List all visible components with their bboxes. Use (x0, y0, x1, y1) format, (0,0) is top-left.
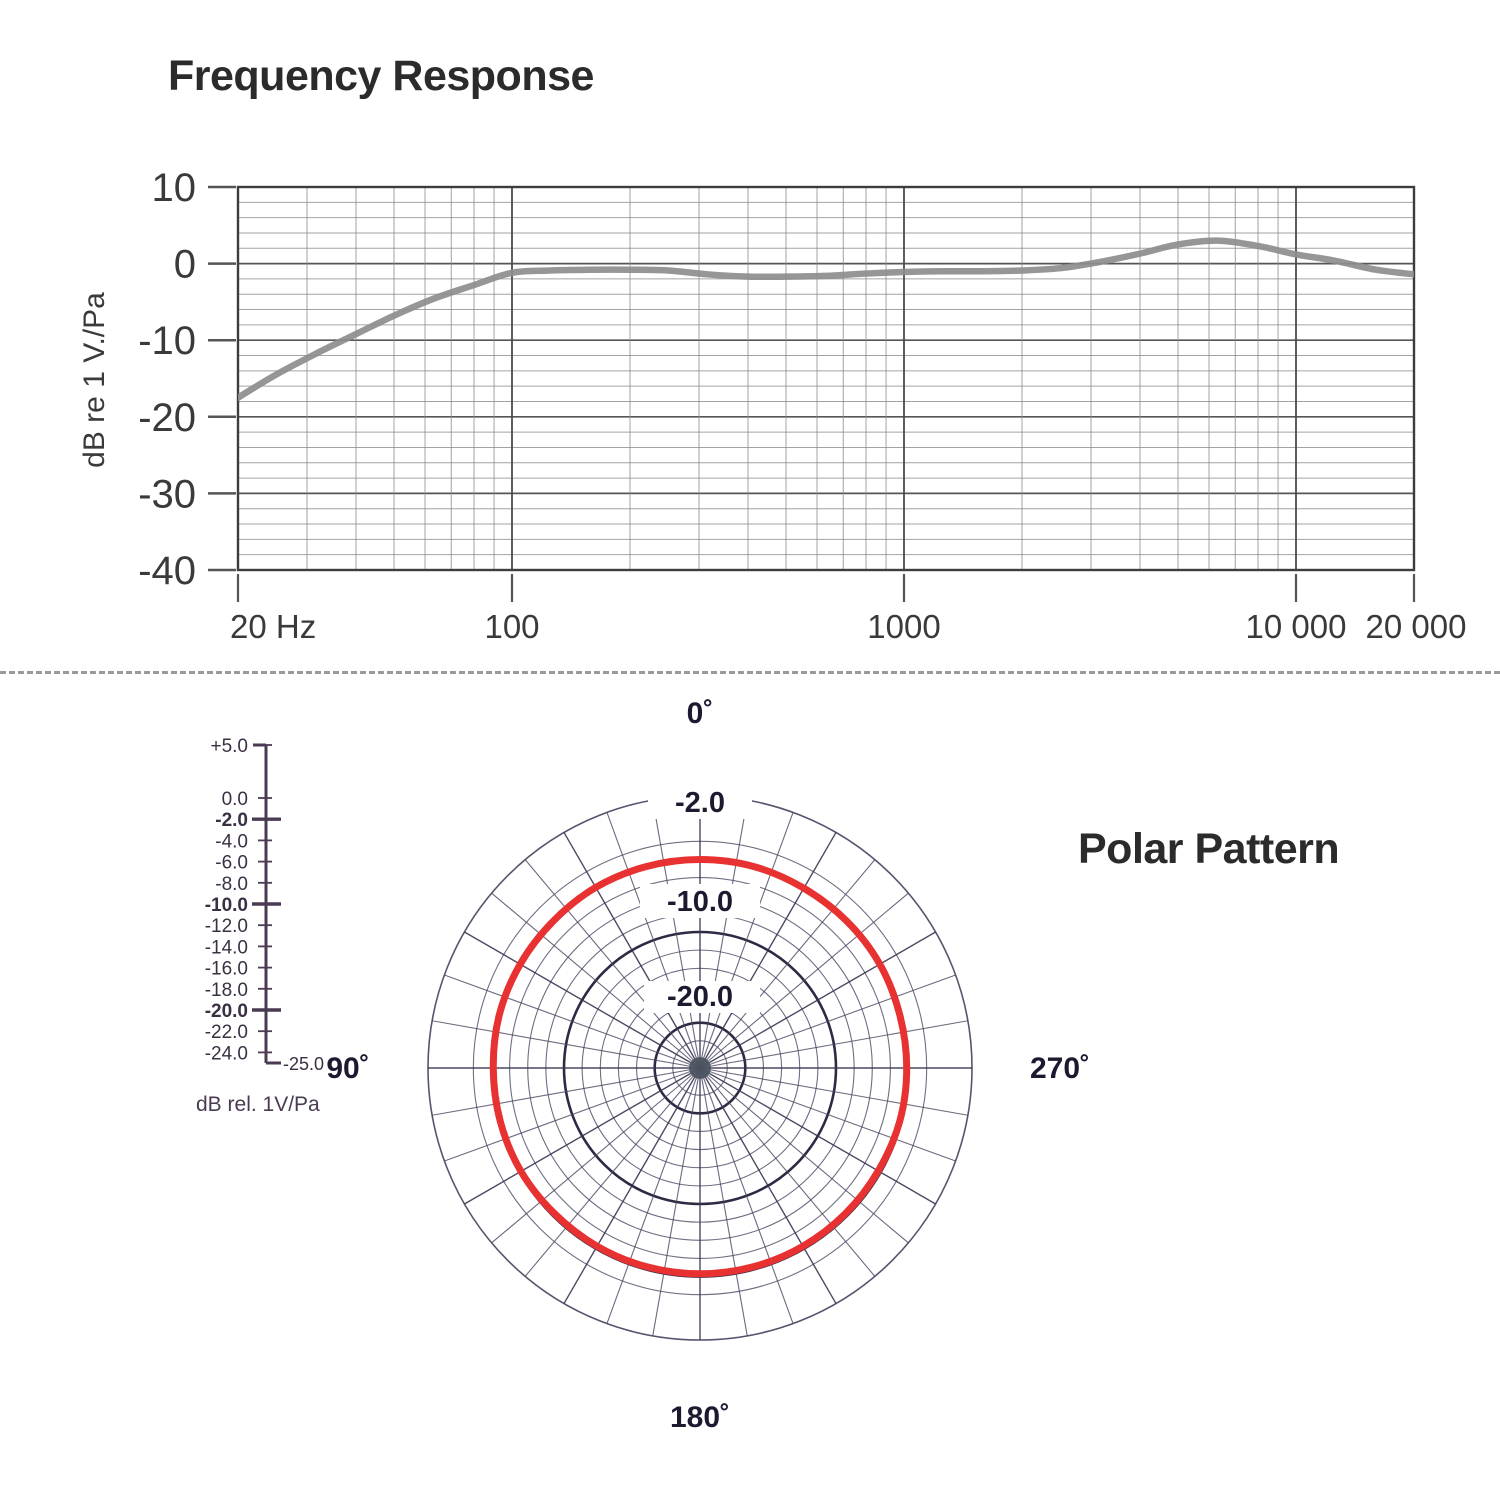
polar-scale-tick-label: -24.0 (205, 1043, 248, 1064)
polar-scale-tick-label: -2.0 (215, 810, 248, 831)
polar-scale-end-label: -25.0 (283, 1054, 324, 1074)
polar-pattern-chart: +5.00.0-2.0-4.0-6.0-8.0-10.0-12.0-14.0-1… (205, 697, 1090, 1434)
ring-label-bg-1 (648, 785, 752, 819)
polar-scale-unit-label: dB rel. 1V/Pa (196, 1093, 320, 1116)
polar-scale-tick-label: 0.0 (222, 789, 248, 810)
polar-angle-label-90: 90˚ (326, 1052, 369, 1085)
polar-db-scale: +5.00.0-2.0-4.0-6.0-8.0-10.0-12.0-14.0-1… (205, 736, 324, 1074)
freq-x-tick-label: 100 (484, 608, 539, 645)
freq-y-tick-label: -10 (138, 319, 196, 363)
polar-response-curve (489, 855, 911, 1278)
freq-x-tick-label: 1000 (867, 608, 940, 645)
freq-x-tick-label: 10 000 (1246, 608, 1347, 645)
polar-scale-tick-label: +5.0 (210, 736, 248, 757)
frequency-response-chart: 100-10-20-30-40 20 Hz 100 1000 10 000 20 000… (78, 166, 1466, 645)
freq-horizontal-minor-gridlines (238, 201, 1414, 556)
polar-angle-label-180: 180˚ (670, 1401, 730, 1434)
ring-label-bg-3 (644, 981, 760, 1013)
frequency-response-title: Frequency Response (168, 52, 594, 100)
polar-scale-tick-label: -10.0 (205, 895, 248, 916)
polar-center-hub (689, 1057, 711, 1079)
freq-y-tick-labels: 10 0 -10 -20 -30 -40 (138, 166, 196, 593)
polar-scale-tick-label: -16.0 (205, 959, 248, 980)
polar-scale-tick-label: -14.0 (205, 937, 248, 958)
freq-x-tick-marks (236, 574, 1416, 602)
polar-scale-tick-label: -4.0 (215, 831, 248, 852)
freq-x-tick-label: 20 000 (1366, 608, 1467, 645)
polar-angle-label-0: 0˚ (687, 697, 714, 730)
polar-angle-labels: 0˚ 90˚ 270˚ 180˚ (326, 697, 1090, 1434)
ring-label-bg-2 (640, 884, 760, 918)
freq-y-tick-marks (208, 185, 236, 572)
freq-x-tick-labels: 20 Hz 100 1000 10 000 20 000 (230, 608, 1466, 645)
freq-plot-background (238, 187, 1414, 570)
panel-divider (0, 671, 1500, 674)
polar-angle-label-270: 270˚ (1030, 1052, 1090, 1085)
polar-scale-tick-label: -12.0 (205, 916, 248, 937)
freq-y-tick-label: -30 (138, 472, 196, 516)
frequency-response-panel: Frequency Response 10 (0, 0, 1500, 672)
freq-y-tick-label: 0 (174, 243, 196, 287)
polar-ring-labels: -2.0 -10.0 -20.0 (640, 785, 760, 1013)
freq-y-tick-label: -40 (138, 549, 196, 593)
polar-scale-tick-label: -20.0 (205, 1001, 248, 1022)
freq-y-axis-label: dB re 1 V./Pa (78, 292, 111, 468)
polar-scale-tick-labels: +5.00.0-2.0-4.0-6.0-8.0-10.0-12.0-14.0-1… (205, 736, 248, 1064)
freq-plot-frame (236, 185, 1416, 572)
polar-ring-label-minus10: -10.0 (667, 886, 733, 918)
polar-scale-tick-marks (252, 744, 281, 1054)
polar-pattern-title: Polar Pattern (1078, 825, 1340, 873)
polar-scale-tick-label: -22.0 (205, 1022, 248, 1043)
frequency-response-curve (238, 237, 1414, 401)
freq-x-tick-label: 20 Hz (230, 608, 316, 645)
polar-major-radial-spokes (428, 796, 972, 1340)
polar-ring-label-minus2: -2.0 (675, 787, 725, 819)
freq-y-tick-label: -20 (138, 396, 196, 440)
polar-ring-label-minus20: -20.0 (667, 981, 733, 1013)
polar-scale-tick-label: -6.0 (215, 853, 248, 874)
polar-pattern-panel: Polar Pattern dB rel. 1V/Pa +5.0 0.0 -2.0-… (0, 675, 1500, 1500)
polar-radial-spokes (432, 800, 968, 1336)
polar-scale-tick-label: -18.0 (205, 980, 248, 1001)
freq-y-tick-label: 10 (152, 166, 197, 210)
polar-scale-tick-label: -8.0 (215, 874, 248, 895)
